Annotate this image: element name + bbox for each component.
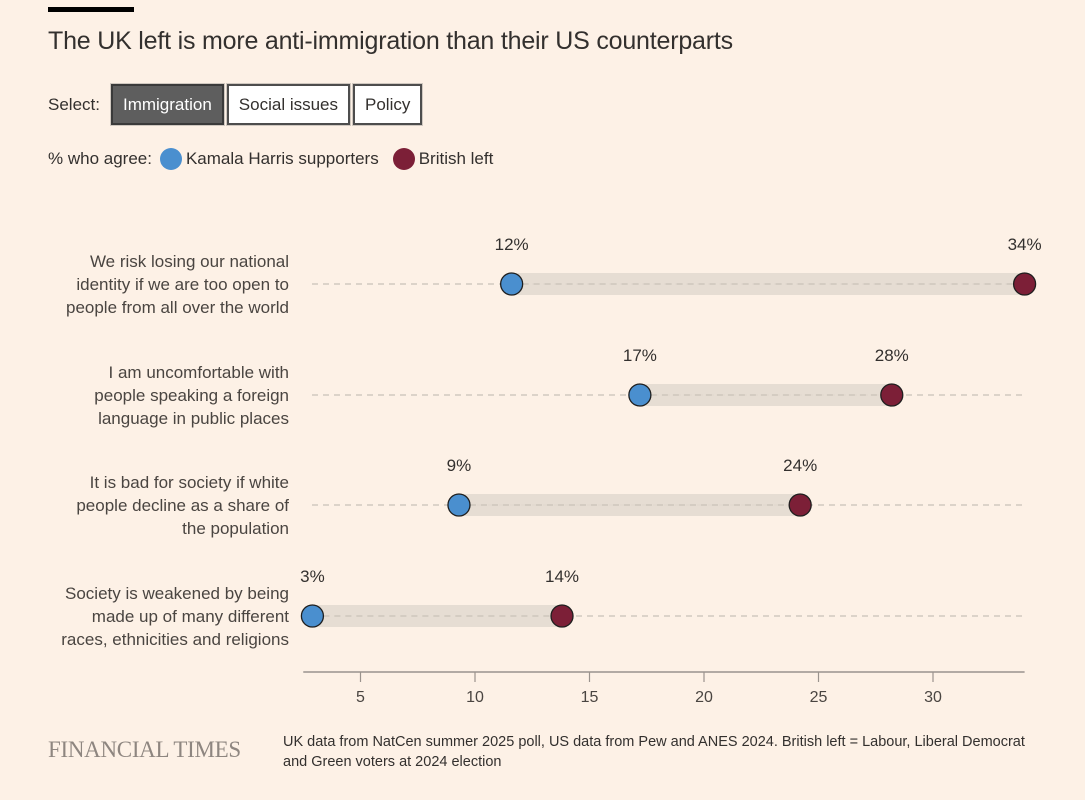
category-label: identity if we are too open to	[76, 275, 289, 294]
legend-swatch-british-left	[392, 148, 415, 170]
british-left-dot	[880, 383, 904, 407]
british-left-value-label: 34%	[1008, 235, 1042, 254]
british-left-dot	[1012, 272, 1037, 296]
tab-policy[interactable]: Policy	[352, 83, 424, 126]
category-label: people from all over the world	[66, 298, 289, 317]
harris-value-label: 17%	[623, 346, 657, 365]
x-tick-label: 15	[581, 689, 599, 706]
category-label: It is bad for society if white	[90, 473, 289, 492]
category-label: people speaking a foreign	[94, 386, 289, 405]
category-label: language in public places	[98, 409, 289, 428]
category-label: people decline as a share of	[76, 496, 289, 515]
legend-label-british-left: British left	[418, 149, 494, 168]
british-left-value-label: 24%	[783, 456, 817, 475]
legend-item-harris: Kamala Harris supporters	[152, 148, 379, 170]
harris-dot	[300, 604, 325, 628]
harris-dot	[628, 383, 652, 407]
legend-label: % who agree:	[48, 149, 152, 168]
legend-label-harris: Kamala Harris supporters	[185, 149, 379, 168]
ft-logo: FINANCIAL TIMES	[48, 737, 241, 762]
harris-value-label: 12%	[495, 235, 529, 254]
british-left-dot	[550, 604, 574, 628]
legend-swatch-harris	[159, 148, 182, 170]
harris-dot	[499, 272, 524, 296]
british-left-value-label: 14%	[545, 567, 579, 586]
category-label: made up of many different	[92, 607, 289, 626]
x-tick-label: 20	[695, 689, 713, 706]
harris-value-label: 9%	[447, 456, 472, 475]
category-label: the population	[182, 519, 289, 538]
legend: % who agree: Kamala Harris supporters Br…	[48, 148, 499, 170]
tab-immigration[interactable]: Immigration	[109, 83, 225, 126]
british-left-value-label: 28%	[875, 346, 909, 365]
legend-item-british-left: British left	[385, 148, 494, 170]
x-tick-label: 25	[810, 689, 828, 706]
category-label: I am uncomfortable with	[109, 363, 289, 382]
select-label: Select:	[48, 94, 100, 114]
x-tick-label: 10	[466, 689, 484, 706]
category-label: We risk losing our national	[90, 252, 289, 271]
title-accent-bar	[48, 7, 134, 12]
harris-dot	[447, 493, 471, 517]
category-label: races, ethnicities and religions	[61, 630, 289, 649]
harris-value-label: 3%	[300, 567, 325, 586]
category-label: Society is weakened by being	[65, 584, 289, 603]
source-note: UK data from NatCen summer 2025 poll, US…	[283, 734, 1025, 770]
british-left-dot	[788, 493, 812, 517]
category-selector: Select: Immigration Social issues Policy	[48, 83, 425, 126]
tab-social-issues[interactable]: Social issues	[225, 83, 352, 126]
chart-title: The UK left is more anti-immigration tha…	[48, 27, 733, 55]
x-tick-label: 30	[924, 689, 942, 706]
x-tick-label: 5	[356, 689, 365, 706]
